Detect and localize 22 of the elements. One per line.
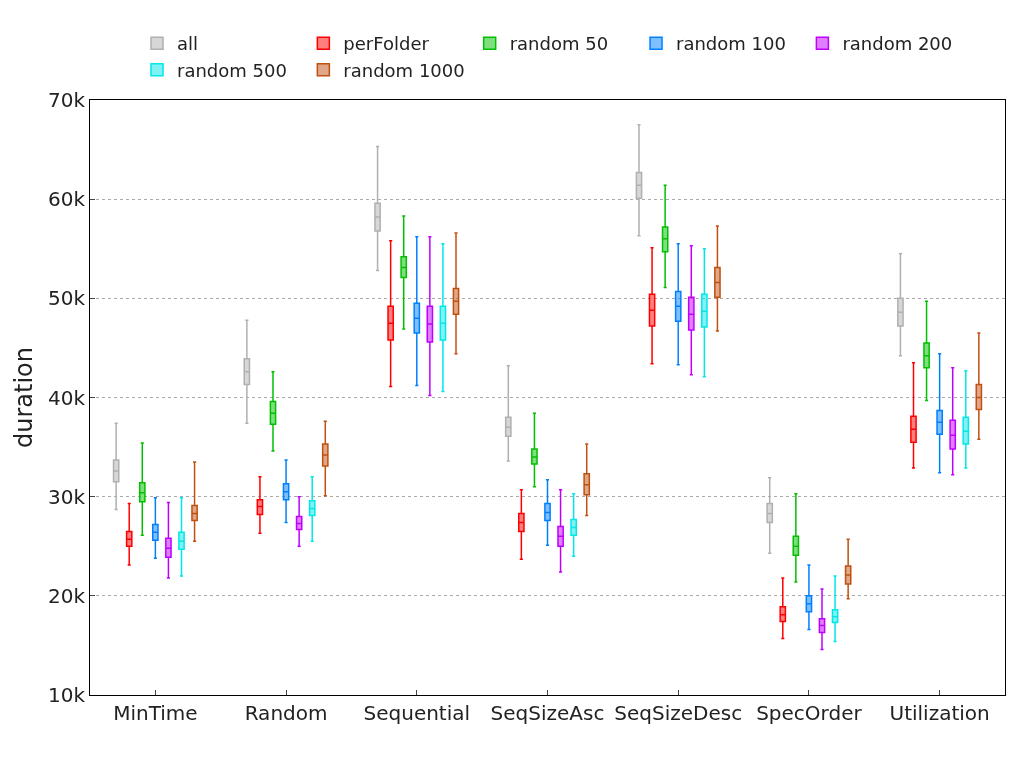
y-tick-label: 60k <box>47 187 86 212</box>
x-tick-label: MinTime <box>113 701 198 725</box>
y-tick-label: 50k <box>47 286 86 311</box>
x-tick-label: Random <box>244 701 328 725</box>
legend-label: random 1000 <box>343 59 465 81</box>
x-tick-label: SeqSizeDesc <box>614 701 743 725</box>
y-tick-label: 70k <box>47 88 86 112</box>
x-tick-label: Utilization <box>889 701 990 725</box>
y-tick-label: 20k <box>47 583 86 608</box>
legend-label: random 200 <box>842 33 953 55</box>
x-tick-label: Sequential <box>363 701 471 725</box>
legend-label: random 500 <box>177 59 287 81</box>
legend-label: random 100 <box>676 33 786 55</box>
y-tick-label: 10k <box>47 683 86 707</box>
y-axis-title: duration <box>10 347 38 448</box>
x-tick-label: SpecOrder <box>756 701 863 725</box>
y-tick-label: 40k <box>47 385 86 410</box>
y-tick-label: 30k <box>47 484 86 509</box>
legend-label: random 50 <box>509 33 609 55</box>
legend-label: perFolder <box>343 33 430 55</box>
x-tick-label: SeqSizeAsc <box>490 701 605 725</box>
legend-label: all <box>177 33 199 55</box>
